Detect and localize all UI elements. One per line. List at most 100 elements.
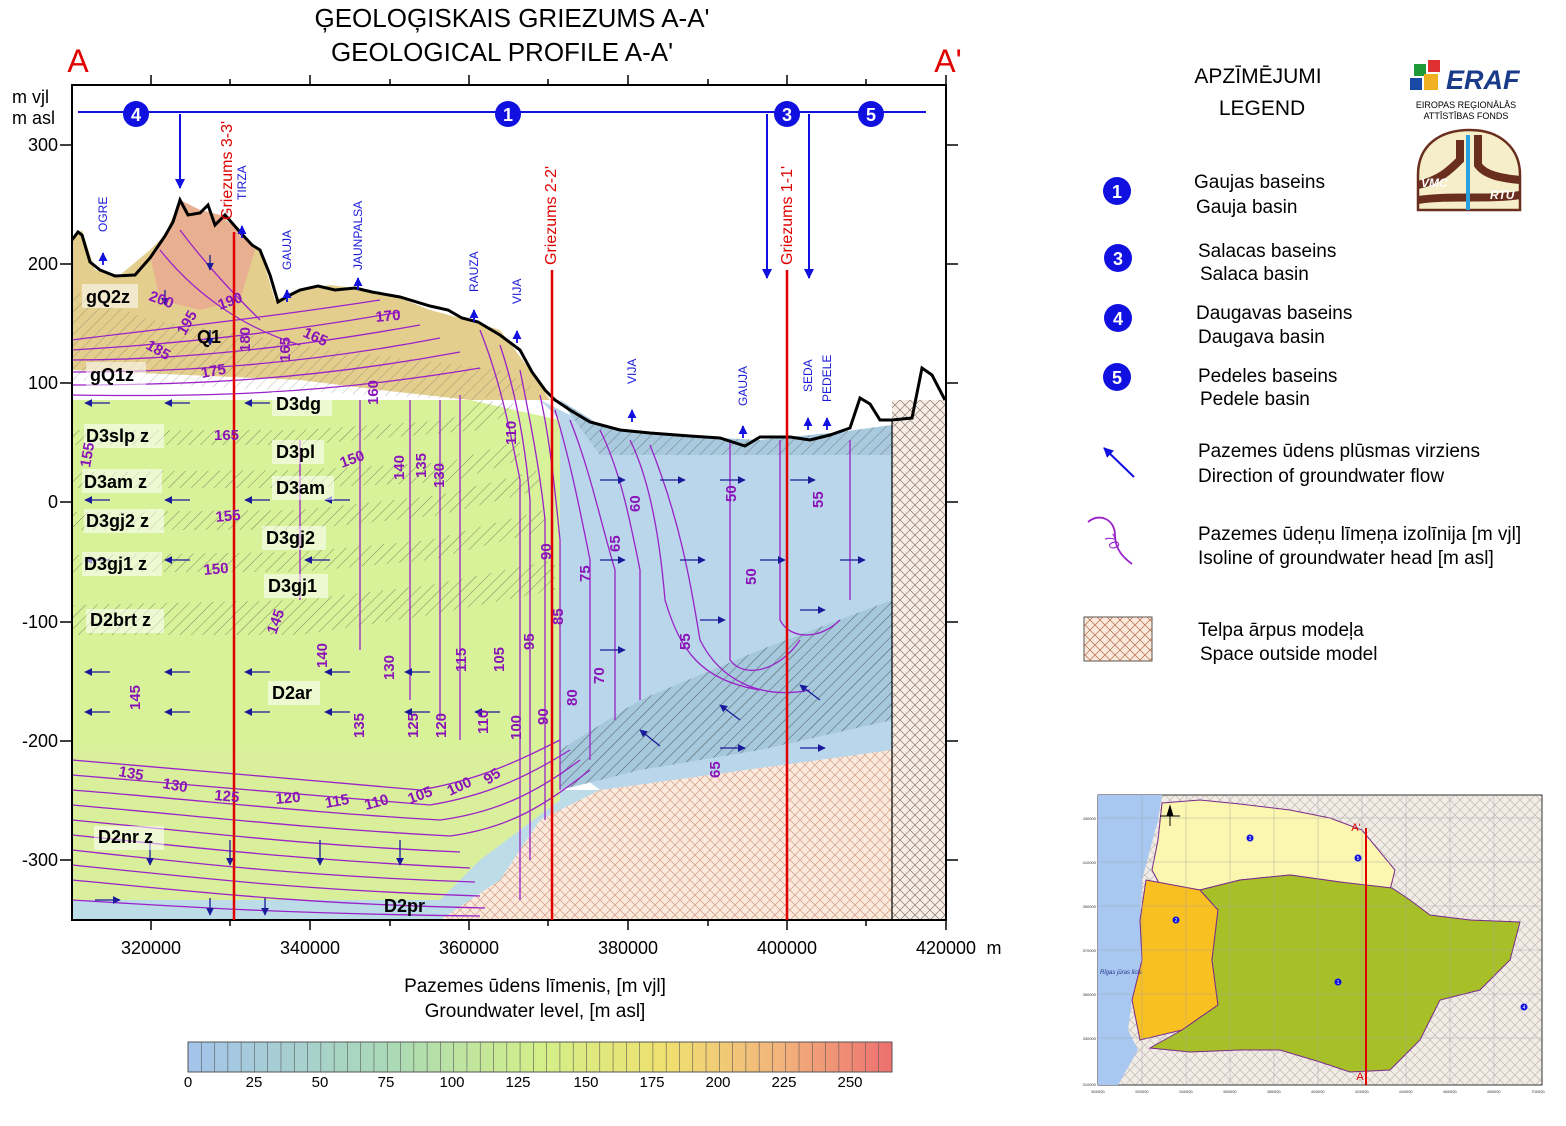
legend-text-iso-en: Isoline of groundwater head [m asl] [1198,548,1494,569]
y-tick-200: 200 [28,254,58,274]
end-label-left: A [67,43,89,79]
legend-text-4-en: Daugava basin [1198,327,1325,348]
svg-text:130: 130 [381,655,398,680]
svg-text:75: 75 [577,565,594,582]
legend-hatch-icon-pattern [1084,617,1152,661]
svg-text:155: 155 [215,507,241,526]
legend-text-hatch-en: Space outside model [1200,644,1377,665]
svg-text:2: 2 [1175,918,1178,924]
inset-marker-4: 4 [1520,1003,1528,1011]
eraf-logo-text: ERAF [1446,65,1521,95]
svg-text:110: 110 [475,710,492,734]
svg-text:175: 175 [200,361,228,382]
basin-marker-3: 3 [774,101,800,127]
flow-arrows [84,255,866,916]
svg-text:115: 115 [324,791,351,812]
svg-text:330000: 330000 [1083,1036,1097,1041]
inset-sea [1098,795,1162,1085]
legend-flow-arrow-icon [1103,447,1135,478]
river-label-pedele: PEDELE [820,355,834,402]
svg-text:640000: 640000 [1399,1089,1413,1094]
colorbar-tick-0: 0 [184,1074,192,1091]
svg-text:105: 105 [491,647,508,672]
legend-text-3-lv: Salacas baseins [1198,241,1336,262]
svg-text:120: 120 [433,713,450,738]
layer-label-d3gj2: D3gj2 [266,528,315,548]
svg-text:95: 95 [481,765,504,788]
colorbar-steps [200,1042,880,1072]
eraf-subtitle-2: ATTĪSTĪBAS FONDS [1424,111,1509,121]
river-label-seda: SEDA [801,359,815,392]
svg-text:155: 155 [77,441,98,469]
x-tick-320000: 320000 [121,938,181,958]
layer-label-d3pl: D3pl [276,442,315,462]
svg-text:600000: 600000 [1311,1089,1325,1094]
colorbar-tick-75: 75 [378,1074,395,1091]
svg-text:580000: 580000 [1267,1089,1281,1094]
svg-text:70: 70 [591,667,608,684]
colorbar-tick-175: 175 [639,1074,664,1091]
colorbar-tick-150: 150 [573,1074,598,1091]
inset-basin-gauja [1148,874,1521,1073]
y-axis-label-lv: m vjl [12,87,49,107]
x-tick-360000: 360000 [439,938,499,958]
vmc-rtu-emblem: VMC RTU [1416,128,1522,212]
inset-marker-3: 3 [1246,834,1254,842]
svg-text:560000: 560000 [1223,1089,1237,1094]
y-tick-m100: -100 [22,612,58,632]
svg-text:3: 3 [1249,836,1252,842]
svg-text:1: 1 [1337,980,1340,986]
legend: APZĪMĒJUMI LEGEND 1 Gaujas baseins Gauja… [1083,65,1521,665]
legend-text-flow-lv: Pazemes ūdens plūsmas virziens [1198,441,1480,462]
svg-text:130: 130 [161,775,189,796]
svg-text:80: 80 [564,689,581,706]
svg-text:135: 135 [351,713,368,738]
svg-text:95: 95 [521,633,538,650]
layer-label-d2ar: D2ar [272,683,312,703]
legend-text-5-lv: Pedeles baseins [1198,366,1337,387]
legend-marker-1: 1 [1103,177,1131,205]
colorbar-title-lv: Pazemes ūdens līmenis, [m vjl] [404,976,666,997]
emblem-text-rtu: RTU [1490,188,1515,202]
inset-marker-2: 2 [1172,916,1180,924]
layer-label-gq1z: gQ1z [90,365,134,385]
y-tick-m300: -300 [22,850,58,870]
river-label-vija-1: VIJA [510,279,524,304]
colorbar-tick-50: 50 [312,1074,329,1091]
x-axis-unit: m [987,938,1002,958]
svg-text:3: 3 [782,105,792,125]
svg-text:170: 170 [375,307,401,326]
svg-text:1: 1 [503,105,513,125]
eraf-subtitle-1: EIROPAS REĢIONĀLĀS [1416,100,1516,110]
layer-label-d2pr: D2pr [384,896,425,916]
isoline-curves [71,229,851,900]
svg-text:110: 110 [503,421,520,445]
svg-text:5: 5 [866,105,876,125]
svg-text:135: 135 [413,453,430,478]
y-tick-300: 300 [28,135,58,155]
title-en: GEOLOGICAL PROFILE A-A' [331,37,673,67]
svg-text:4: 4 [131,105,141,125]
inset-label-bottom: A [1356,1071,1364,1083]
svg-text:65: 65 [707,761,724,778]
colorbar-tick-25: 25 [246,1074,263,1091]
svg-text:120: 120 [275,789,301,808]
inset-x-ticks: 500000 520000 540000 560000 580000 60000… [1091,1089,1545,1094]
x-tick-380000: 380000 [598,938,658,958]
svg-text:620000: 620000 [1355,1089,1369,1094]
inset-label-top: A' [1351,822,1360,834]
colorbar-tick-125: 125 [505,1074,530,1091]
svg-text:50: 50 [723,485,740,502]
legend-text-flow-en: Direction of groundwater flow [1198,466,1444,487]
basin-marker-1: 1 [495,101,521,127]
river-label-tirza: TIRZA [235,165,249,200]
inset-map: A' A Rīgas jūras līcis 3 5 2 1 4 430000 … [1083,794,1545,1094]
terrain-surface [70,196,947,448]
svg-text:60: 60 [627,495,644,512]
svg-text:350000: 350000 [1083,992,1097,997]
svg-text:165: 165 [277,337,294,362]
layer-q-upper-pattern [72,290,540,400]
svg-text:55: 55 [810,491,827,508]
end-label-right: A' [934,43,961,79]
inset-marker-5: 5 [1354,854,1362,862]
